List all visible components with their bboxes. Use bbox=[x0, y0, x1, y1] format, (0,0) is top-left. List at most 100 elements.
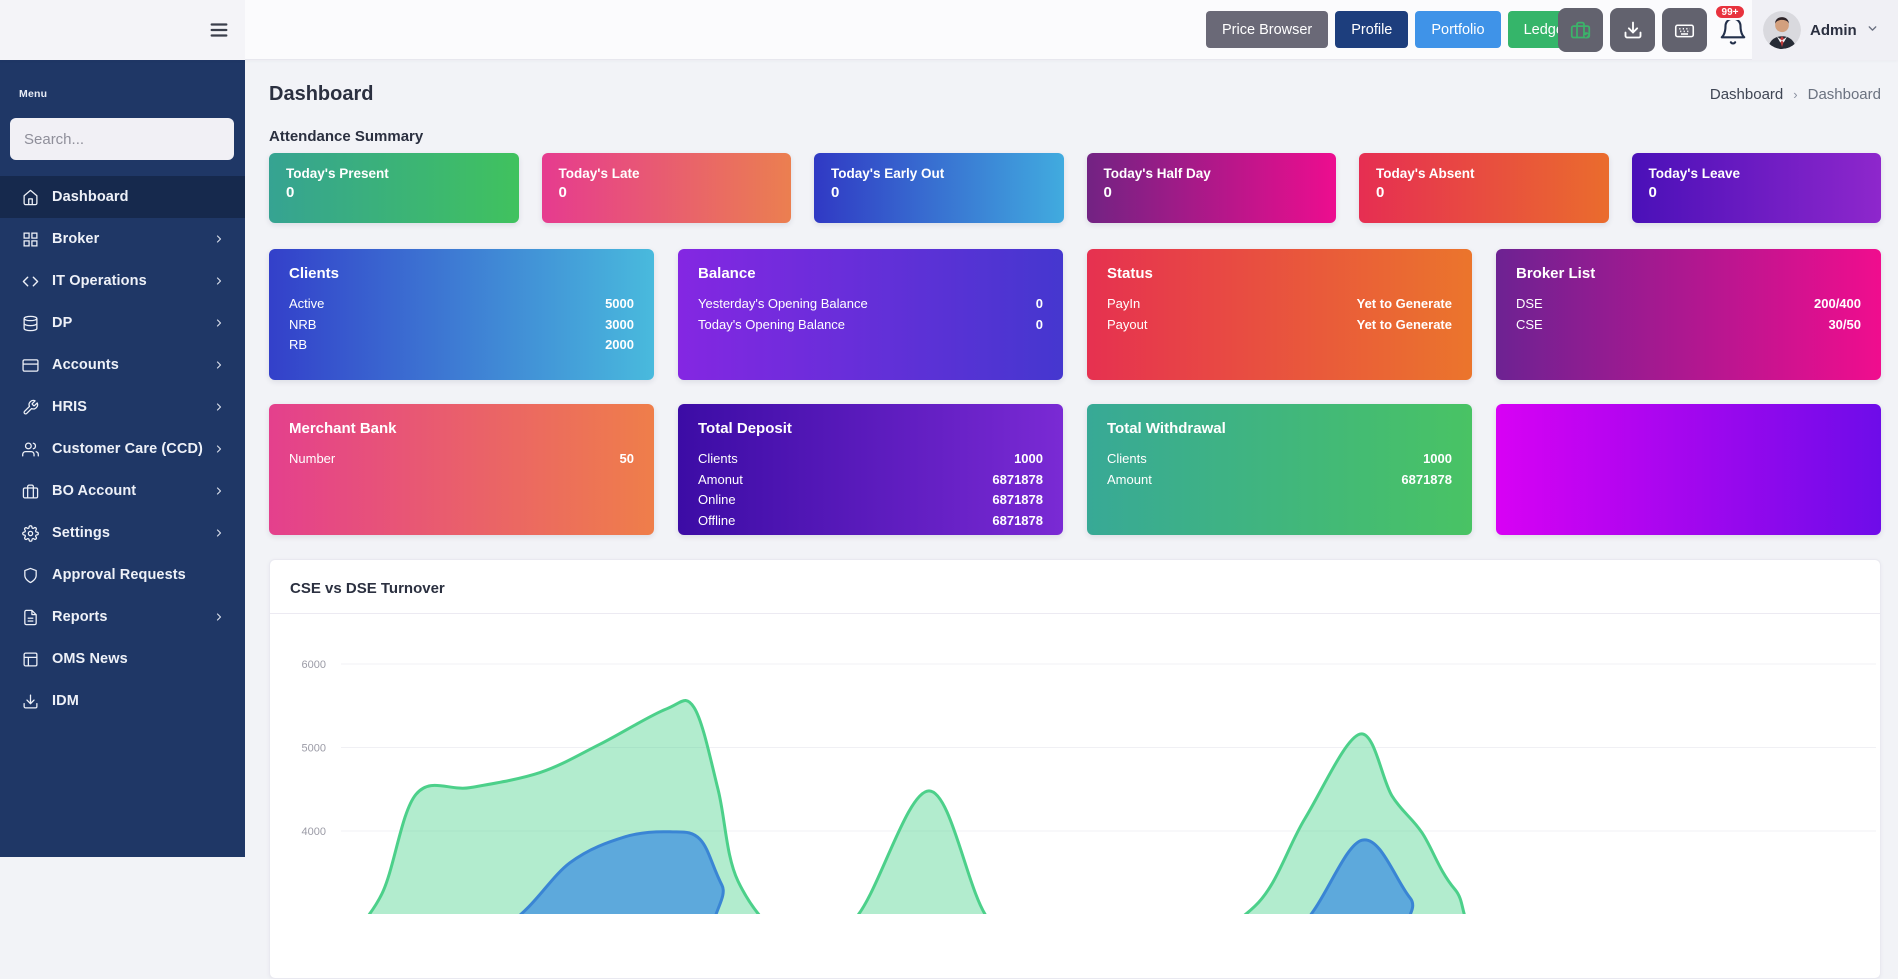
stat-cards-row-1: Clients Active 5000 NRB 3000 RB 2000 Balanc… bbox=[269, 249, 1881, 380]
chevron-right-icon bbox=[213, 485, 225, 497]
keyboard-icon bbox=[1674, 20, 1695, 41]
stat-row: Amonut 6871878 bbox=[698, 471, 1043, 487]
sidebar-menu-label: Menu bbox=[19, 88, 48, 100]
sidebar-item-approval-requests[interactable]: Approval Requests bbox=[0, 554, 245, 596]
y-tick-label: 4000 bbox=[302, 826, 326, 838]
notifications-bell[interactable]: 99+ bbox=[1712, 4, 1756, 54]
stat-row: Number 50 bbox=[289, 451, 634, 466]
stat-row: DSE 200/400 bbox=[1516, 296, 1861, 311]
download-icon bbox=[22, 693, 39, 710]
todays-half-day-value: 0 bbox=[1103, 184, 1112, 201]
y-tick-label: 5000 bbox=[302, 743, 326, 755]
layout-icon bbox=[22, 651, 39, 668]
home-icon bbox=[22, 189, 39, 206]
bell-icon bbox=[1718, 16, 1748, 51]
download-icon bbox=[1623, 20, 1643, 40]
attendance-cards: Today's Present 0 Today's Late 0 Today's… bbox=[269, 153, 1881, 223]
turnover-area-chart: 6000 5000 4000 bbox=[302, 659, 1883, 970]
chart-title: CSE vs DSE Turnover bbox=[290, 580, 445, 597]
series-line-DSE bbox=[339, 699, 1883, 958]
todays-early-out-value: 0 bbox=[831, 184, 840, 201]
sidebar-item-customer-care[interactable]: Customer Care (CCD) bbox=[0, 428, 245, 470]
chevron-right-icon bbox=[213, 317, 225, 329]
stat-row: CSE 30/50 bbox=[1516, 316, 1861, 332]
chart-header: CSE vs DSE Turnover bbox=[270, 560, 1880, 614]
chevron-right-icon bbox=[213, 275, 225, 287]
main-content: Dashboard Dashboard › Dashboard Attendan… bbox=[245, 60, 1898, 979]
stat-row: NRB 3000 bbox=[289, 316, 634, 332]
sidebar-item-dashboard[interactable]: Dashboard bbox=[0, 176, 245, 218]
stat-row: PayIn Yet to Generate bbox=[1107, 296, 1452, 311]
code-icon bbox=[22, 273, 39, 290]
sidebar-item-broker[interactable]: Broker bbox=[0, 218, 245, 260]
sidebar-item-bo-account[interactable]: BO Account bbox=[0, 470, 245, 512]
chevron-right-icon bbox=[213, 359, 225, 371]
sidebar-item-oms-news[interactable]: OMS News bbox=[0, 638, 245, 680]
stat-row: Offline 6871878 bbox=[698, 512, 1043, 528]
keyboard-button[interactable] bbox=[1662, 8, 1707, 52]
sidebar-item-idm[interactable]: IDM bbox=[0, 680, 245, 722]
turnover-chart-card: CSE vs DSE Turnover 6000 5000 4000 bbox=[269, 559, 1883, 979]
stat-row: Clients 1000 bbox=[1107, 451, 1452, 466]
card-balance: Balance Yesterday's Opening Balance 0 Tod… bbox=[678, 249, 1063, 380]
card-total-deposit: Total Deposit Clients 1000 Amonut 6871878 … bbox=[678, 404, 1063, 535]
sidebar-item-dp[interactable]: DP bbox=[0, 302, 245, 344]
chevron-right-icon bbox=[213, 527, 225, 539]
stat-row: Active 5000 bbox=[289, 296, 634, 311]
y-tick-label: 6000 bbox=[302, 659, 326, 671]
users-icon bbox=[22, 441, 39, 458]
stat-row: Online 6871878 bbox=[698, 492, 1043, 507]
card-todays-leave: Today's Leave 0 bbox=[1631, 153, 1881, 223]
sidebar-item-accounts[interactable]: Accounts bbox=[0, 344, 245, 386]
stat-row: RB 2000 bbox=[289, 337, 634, 352]
card-todays-early-out: Today's Early Out 0 bbox=[814, 153, 1064, 223]
hamburger-menu-icon[interactable] bbox=[205, 16, 233, 44]
tool-icon bbox=[22, 399, 39, 416]
shield-icon bbox=[22, 567, 39, 584]
sidebar-nav: Dashboard Broker IT Operations DP Accoun… bbox=[0, 176, 245, 722]
sidebar-item-settings[interactable]: Settings bbox=[0, 512, 245, 554]
card-todays-late: Today's Late 0 bbox=[541, 153, 791, 223]
profile-button[interactable]: Profile bbox=[1335, 11, 1409, 48]
portfolio-button[interactable]: Portfolio bbox=[1415, 11, 1501, 48]
credit-card-icon bbox=[22, 357, 39, 374]
stat-row: Amount 6871878 bbox=[1107, 471, 1452, 487]
breadcrumb-separator-icon: › bbox=[1793, 86, 1798, 102]
card-broker-list: Broker List DSE 200/400 CSE 30/50 bbox=[1496, 249, 1881, 380]
file-text-icon bbox=[22, 609, 39, 626]
sidebar: Menu Dashboard Broker IT Operations DP A… bbox=[0, 60, 245, 857]
notification-count-badge: 99+ bbox=[1714, 4, 1746, 20]
breadcrumb-current: Dashboard bbox=[1807, 85, 1881, 103]
todays-absent-value: 0 bbox=[1376, 184, 1385, 201]
download-button[interactable] bbox=[1610, 8, 1655, 52]
database-icon bbox=[22, 315, 39, 332]
todays-late-value: 0 bbox=[558, 184, 567, 201]
price-browser-button[interactable]: Price Browser bbox=[1206, 11, 1329, 48]
attendance-summary-label: Attendance Summary bbox=[269, 128, 424, 145]
header-sidebar-top bbox=[0, 0, 245, 60]
card-clients: Clients Active 5000 NRB 3000 RB 2000 bbox=[269, 249, 654, 380]
chart-body: 6000 5000 4000 bbox=[270, 614, 1883, 970]
card-total-withdrawal: Total Withdrawal Clients 1000 Amount 68718… bbox=[1087, 404, 1472, 535]
card-empty-gradient bbox=[1496, 404, 1881, 535]
chevron-right-icon bbox=[213, 443, 225, 455]
gear-icon bbox=[22, 524, 39, 542]
sidebar-item-hris[interactable]: HRIS bbox=[0, 386, 245, 428]
briefcase-check-button[interactable] bbox=[1558, 8, 1603, 52]
user-menu[interactable]: Admin bbox=[1752, 0, 1898, 60]
breadcrumb-home[interactable]: Dashboard bbox=[1709, 85, 1784, 103]
chevron-right-icon bbox=[213, 233, 225, 245]
series-area-CSE bbox=[420, 831, 1881, 968]
top-header: Price Browser Profile Portfolio Ledger 9… bbox=[0, 0, 1898, 60]
briefcase-check-icon bbox=[1570, 20, 1591, 41]
sidebar-item-reports[interactable]: Reports bbox=[0, 596, 245, 638]
chevron-right-icon bbox=[213, 611, 225, 623]
sidebar-item-it-operations[interactable]: IT Operations bbox=[0, 260, 245, 302]
stat-row: Yesterday's Opening Balance 0 bbox=[698, 296, 1043, 311]
chevron-right-icon bbox=[213, 401, 225, 413]
stat-row: Clients 1000 bbox=[698, 451, 1043, 466]
card-merchant-bank: Merchant Bank Number 50 bbox=[269, 404, 654, 535]
card-todays-half-day: Today's Half Day 0 bbox=[1086, 153, 1336, 223]
search-input[interactable] bbox=[10, 118, 234, 160]
grid-icon bbox=[22, 231, 39, 248]
